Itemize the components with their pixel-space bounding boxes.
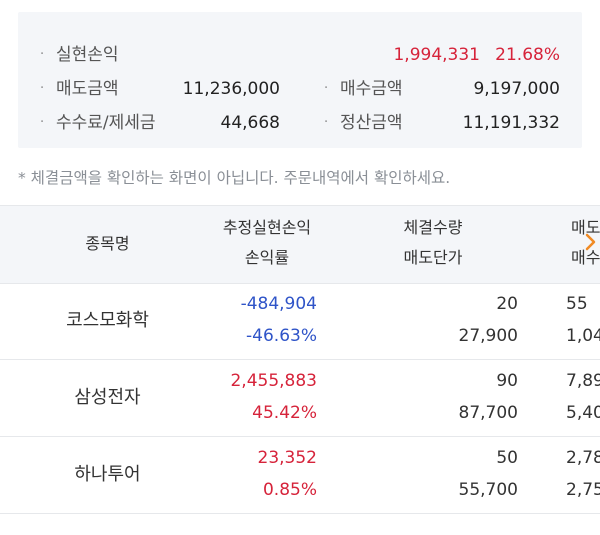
price-value: 55,700 [458,480,518,500]
qty-value: 90 [496,371,518,391]
sell-label: 매도금액 [56,79,119,99]
header-name[interactable]: 종목명 [85,234,130,253]
summary-panel: · 실현손익 1,994,331 21.68% · 매도금액 11,236,00… [18,12,582,148]
fee-value: 44,668 [220,113,280,133]
buy-value: 9,197,000 [473,79,560,99]
fee-label: 수수료/제세금 [56,113,156,133]
stock-name: 삼성전자 [74,387,141,408]
bullet-icon: · [324,115,329,130]
summary-row-fee-settle: · 수수료/제세금 44,668 · 정산금액 11,191,332 [18,108,582,138]
price-value: 87,700 [458,403,518,423]
stock-name: 코스모화학 [66,310,149,331]
notice-text: * 체결금액을 확인하는 화면이 아닙니다. 주문내역에서 확인하세요. [18,169,451,187]
settle-label: 정산금액 [340,113,403,133]
pnl-value: -484,904 [240,294,317,314]
pnl-rate: 0.85% [262,480,317,500]
next-value: 55 [566,294,588,314]
summary-row-realized: · 실현손익 1,994,331 21.68% [18,40,582,70]
price-value: 27,900 [458,326,518,346]
next-value-2: 1,04 [566,326,600,346]
chevron-right-icon-svg [585,233,596,251]
next-value: 7,89 [566,371,600,391]
settle-value: 11,191,332 [462,113,560,133]
table-header: 종목명 추정실현손익 손익률 체결수량 매도단가 매도 매수 [0,205,600,284]
next-value: 2,78 [566,448,600,468]
header-qty[interactable]: 체결수량 [403,218,463,237]
table-row[interactable]: 삼성전자 2,455,883 45.42% 90 87,700 7,89 5,4… [0,359,600,437]
qty-value: 20 [496,294,518,314]
sell-value: 11,236,000 [182,79,280,99]
summary-row-sell-buy: · 매도금액 11,236,000 · 매수금액 9,197,000 [18,74,582,104]
bullet-icon: · [40,47,45,62]
header-next-2[interactable]: 매수 [571,248,600,267]
realized-rate: 21.68% [495,45,560,65]
pnl-rate: -46.63% [246,326,317,346]
header-pnl[interactable]: 추정실현손익 [222,218,312,237]
next-value-2: 5,40 [566,403,600,423]
stock-name: 하나투어 [74,464,141,485]
bullet-icon: · [40,81,45,96]
header-rate[interactable]: 손익률 [244,248,290,267]
bullet-icon: · [40,115,45,130]
bullet-icon: · [324,81,329,96]
qty-value: 50 [496,448,518,468]
pnl-value: 23,352 [257,448,317,468]
pnl-rate: 45.42% [252,403,317,423]
buy-label: 매수금액 [340,79,403,99]
header-next[interactable]: 매도 [571,218,600,237]
header-price[interactable]: 매도단가 [403,248,463,267]
table-row[interactable]: 코스모화학 -484,904 -46.63% 20 27,900 55 1,04 [0,282,600,360]
chevron-right-icon[interactable] [585,232,597,252]
realized-label: 실현손익 [56,45,119,65]
pnl-value: 2,455,883 [230,371,317,391]
realized-amount: 1,994,331 [393,45,480,65]
table-row[interactable]: 하나투어 23,352 0.85% 50 55,700 2,78 2,75 [0,436,600,514]
next-value-2: 2,75 [566,480,600,500]
